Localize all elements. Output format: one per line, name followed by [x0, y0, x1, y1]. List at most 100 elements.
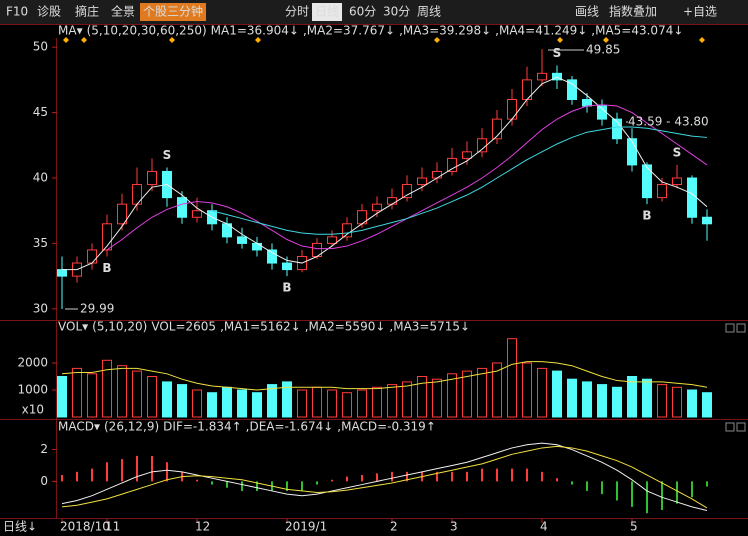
volume-bar [222, 386, 232, 418]
unit-label: x10 [22, 403, 44, 417]
candle-body [147, 170, 157, 186]
macd-bar [541, 471, 543, 482]
volume-bar [372, 386, 382, 418]
candle-body [372, 203, 382, 212]
candle-body [402, 184, 412, 199]
toolbar-button[interactable]: 60分 [349, 5, 376, 19]
annotation: 29.99 [80, 302, 114, 316]
candle-body [252, 242, 262, 251]
candle-body [417, 177, 427, 186]
candle-body [642, 164, 652, 199]
signal-label: S [673, 145, 682, 159]
signal-label: B [282, 281, 291, 295]
volume-bar [597, 384, 607, 418]
x-tick-label: 5 [630, 520, 638, 534]
macd-bar [121, 459, 123, 482]
event-markers [63, 37, 705, 43]
candle-body [507, 98, 517, 120]
candle-body [567, 79, 577, 100]
volume-bar [672, 386, 682, 418]
volume-bar [117, 365, 127, 418]
volume-bar [252, 392, 262, 418]
candle-body [117, 203, 127, 225]
toolbar-button[interactable]: 指数叠加 [609, 4, 657, 19]
volume-bar [357, 389, 367, 418]
y-tick-label: 2000 [17, 356, 48, 370]
toolbar-button[interactable]: 周线 [417, 5, 441, 19]
macd-bar [526, 468, 528, 482]
candle-body [267, 249, 277, 264]
legend-item: ,MA3=5715↓ [389, 320, 470, 334]
legend-item: VOL=2605 [151, 320, 216, 334]
macd-line [61, 445, 708, 509]
legend-item: ,MA5=43.074↓ [591, 24, 683, 38]
macd-bar [616, 481, 618, 501]
volume-average-line [61, 361, 708, 391]
x-tick-label: 2019/1 [285, 520, 327, 534]
macd-bar [466, 471, 468, 482]
y-tick-label: 35 [33, 236, 48, 250]
macd-bar [496, 468, 498, 482]
annotation: 49.85 [586, 43, 620, 57]
volume-bar [192, 389, 202, 418]
volume-bar [87, 373, 97, 418]
moving-average-line [211, 126, 708, 235]
toolbar-button[interactable]: 30分 [383, 5, 410, 19]
toolbar [0, 0, 748, 24]
candle-body [387, 197, 397, 205]
legend-item[interactable]: VOL▾ [58, 320, 88, 334]
signal-label: S [553, 46, 562, 60]
toolbar-button[interactable]: 诊股 [37, 5, 61, 19]
toolbar-button[interactable]: 日线 [315, 5, 339, 19]
volume-bar [207, 392, 217, 418]
legend-item: ,MA2=5590↓ [305, 320, 386, 334]
y-tick-label: 40 [33, 171, 48, 185]
macd-bar [361, 475, 363, 482]
volume-bar [462, 370, 472, 418]
macd-bar [406, 471, 408, 482]
macd-bar [601, 481, 603, 495]
toolbar-button[interactable]: 画线 [575, 5, 599, 19]
macd-bar [166, 462, 168, 482]
toolbar-button[interactable]: 个股三分钟 [143, 4, 203, 19]
macd-bar [571, 481, 573, 485]
toolbar-button[interactable]: 摘庄 [75, 4, 99, 19]
macd-bar [511, 468, 513, 482]
candle-body [87, 249, 97, 264]
legend-item: ,MA4=41.249↓ [495, 24, 587, 38]
macd-bar [316, 481, 318, 485]
toolbar-button[interactable]: 分时 [285, 5, 309, 19]
volume-bar [687, 389, 697, 418]
volume-bar [132, 370, 142, 418]
candle-body [282, 262, 292, 271]
macd-bar [586, 481, 588, 491]
legend-item: ,DEA=-1.674↓ [246, 420, 334, 434]
macd-bar [451, 471, 453, 482]
candle-body [627, 138, 637, 166]
macd-bar [436, 471, 438, 482]
legend-item[interactable]: MACD▾ [58, 420, 100, 434]
macd-bar [346, 476, 348, 482]
macd-bar [376, 473, 378, 482]
legend-item[interactable]: MA▾ [58, 24, 83, 38]
macd-line [61, 442, 708, 512]
x-tick-label: 2018/10 [60, 520, 110, 534]
volume-bar [642, 378, 652, 418]
y-tick-label: 30 [33, 301, 48, 315]
volume-bar [432, 378, 442, 418]
toolbar-button[interactable]: +自选 [683, 5, 717, 19]
macd-bar [136, 455, 138, 482]
macd-bar [256, 481, 258, 491]
volume-bar [297, 389, 307, 418]
y-tick-label: 45 [33, 105, 48, 119]
volume-bar [627, 376, 637, 418]
candle-body [462, 151, 472, 159]
candle-body [537, 72, 547, 81]
x-tick-label: 12 [195, 520, 210, 534]
toolbar-button[interactable]: 全景 [111, 4, 135, 19]
toolbar-button[interactable]: F10 [6, 5, 28, 19]
candle-body [657, 184, 667, 199]
candle-body [177, 197, 187, 218]
x-tick-label: 3 [450, 520, 458, 534]
